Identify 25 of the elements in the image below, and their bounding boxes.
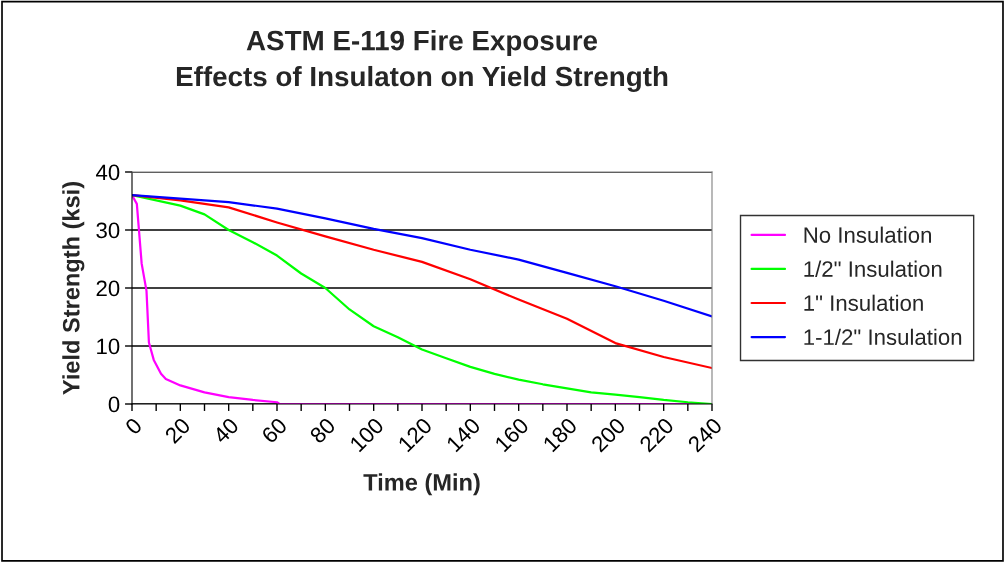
x-tick-label: 120 [397, 416, 433, 453]
x-tick-label: 180 [542, 416, 578, 453]
x-tick-label: 40 [211, 416, 240, 445]
x-axis-title: Time (Min) [363, 473, 480, 496]
y-tick-label: 40 [95, 164, 120, 181]
x-tick-label: 80 [308, 416, 337, 445]
chart-title: ASTM E-119 Fire Exposure Effects of Insulaton on Yield Strength [176, 30, 668, 92]
x-tick-label: 140 [445, 416, 482, 453]
legend-label: No Insulation [804, 226, 931, 243]
y-axis-title: Yield Strength (ksi) [62, 182, 85, 395]
x-tick-label: 20 [164, 416, 192, 445]
x-tick-label: 200 [590, 416, 627, 453]
legend-label: 1" Insulation [804, 294, 923, 311]
y-tick-label: 30 [96, 222, 120, 239]
y-tick-label: 20 [96, 280, 120, 297]
x-tick-label: 220 [638, 416, 675, 453]
legend-label: 1-1/2" Insulation [804, 328, 962, 346]
legend-label: 1/2" Insulation [804, 260, 942, 277]
x-tick-label: 60 [260, 416, 288, 445]
y-tick-label: 0 [108, 396, 120, 413]
x-tick-label: 240 [686, 416, 723, 453]
x-tick-label: 160 [494, 416, 530, 453]
x-tick-label: 100 [349, 416, 385, 453]
x-tick-label: 0 [124, 416, 143, 436]
y-tick-label: 10 [97, 338, 120, 355]
